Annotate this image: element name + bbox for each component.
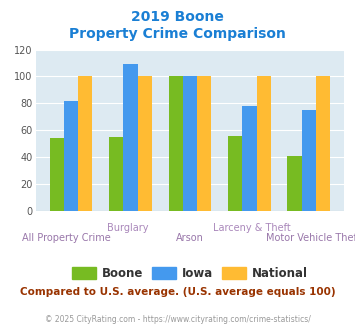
Bar <box>50 139 64 211</box>
Text: Arson: Arson <box>176 233 204 243</box>
Bar <box>197 77 211 211</box>
Bar <box>109 137 123 211</box>
Text: All Property Crime: All Property Crime <box>22 233 111 243</box>
Bar <box>169 77 183 211</box>
Bar <box>242 106 257 211</box>
Text: Motor Vehicle Theft: Motor Vehicle Theft <box>266 233 355 243</box>
Bar <box>228 136 242 211</box>
Text: 2019 Boone
Property Crime Comparison: 2019 Boone Property Crime Comparison <box>69 10 286 41</box>
Bar <box>183 77 197 211</box>
Bar <box>288 156 302 211</box>
Bar <box>302 110 316 211</box>
Bar <box>316 77 330 211</box>
Bar <box>257 77 271 211</box>
Text: © 2025 CityRating.com - https://www.cityrating.com/crime-statistics/: © 2025 CityRating.com - https://www.city… <box>45 315 310 324</box>
Bar <box>78 77 92 211</box>
Bar <box>138 77 152 211</box>
Bar <box>64 101 78 211</box>
Bar <box>123 64 138 211</box>
Text: Larceny & Theft: Larceny & Theft <box>213 223 291 233</box>
Text: Burglary: Burglary <box>108 223 149 233</box>
Legend: Boone, Iowa, National: Boone, Iowa, National <box>67 262 313 285</box>
Text: Compared to U.S. average. (U.S. average equals 100): Compared to U.S. average. (U.S. average … <box>20 287 335 297</box>
